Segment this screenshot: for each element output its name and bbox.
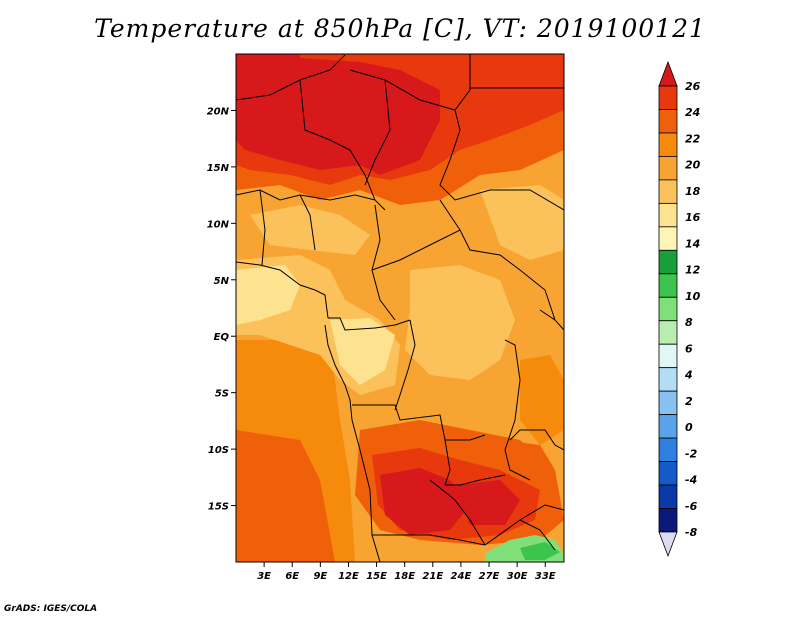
field-ea-orangered bbox=[500, 440, 555, 480]
colorbar-segment bbox=[658, 320, 678, 345]
border-21 bbox=[539, 309, 564, 331]
colorbar-label: 0 bbox=[685, 421, 693, 434]
axes: 3E 6E 9E 12E 15E 18E 21E 24E 27E 30E 33E 20N 15N 10N 5… bbox=[207, 106, 556, 582]
colorbar-segment bbox=[658, 484, 678, 509]
border-19 bbox=[504, 339, 531, 481]
border-14 bbox=[328, 317, 411, 331]
lon-tick-label: 12E bbox=[338, 571, 359, 582]
field-sw-ocean-orangered bbox=[236, 430, 335, 562]
lat-tick-label: 5S bbox=[215, 389, 229, 400]
colorbar-bottom-arrow bbox=[658, 531, 678, 558]
colorbar-label: 14 bbox=[685, 237, 700, 250]
lat-tick-label: 10N bbox=[207, 219, 230, 230]
colorbar-segment bbox=[658, 179, 678, 204]
map-title: Temperature at 850hPa [C], VT: 201910012… bbox=[94, 14, 706, 43]
lon-tick-label: 18E bbox=[394, 571, 415, 582]
colorbar-top-arrow bbox=[658, 60, 678, 87]
border-16 bbox=[352, 404, 486, 441]
lon-tick-label: 27E bbox=[479, 571, 500, 582]
border-3 bbox=[349, 54, 471, 111]
colorbar-segment bbox=[658, 132, 678, 157]
lat-tick-label: EQ bbox=[214, 332, 230, 343]
map-frame bbox=[235, 53, 565, 563]
colorbar-segment bbox=[658, 109, 678, 134]
colorbar-segment bbox=[658, 343, 678, 369]
field-west-yellow bbox=[250, 205, 370, 255]
colorbar-segment bbox=[658, 202, 678, 228]
colorbar-segment bbox=[658, 296, 678, 322]
border-18 bbox=[444, 439, 506, 486]
field-congo-yellow bbox=[405, 265, 515, 380]
colorbar-segment bbox=[658, 414, 678, 439]
field-zambia-darkred bbox=[455, 480, 520, 525]
field-east-orange bbox=[520, 355, 564, 445]
colorbar-label: 18 bbox=[685, 185, 701, 198]
colorbar-segment bbox=[658, 461, 678, 486]
colorbar-segment bbox=[658, 249, 678, 275]
colorbar-label: 8 bbox=[685, 316, 693, 329]
colorbar-segment bbox=[658, 273, 678, 298]
lat-tick-label: 15S bbox=[208, 502, 229, 513]
border-8 bbox=[259, 189, 266, 266]
lon-tick-label: 3E bbox=[257, 571, 271, 582]
border-22 bbox=[429, 479, 486, 546]
field-gabon-paleyellow bbox=[330, 318, 395, 385]
border-23 bbox=[484, 504, 564, 546]
colorbar-label: 20 bbox=[685, 159, 701, 172]
lon-tick-label: 21E bbox=[422, 571, 443, 582]
colorbar-label: -6 bbox=[685, 500, 698, 513]
lon-tick-label: 15E bbox=[366, 571, 387, 582]
credit-label: GrADS: IGES/COLA bbox=[4, 604, 98, 614]
lat-tick-label: 20N bbox=[207, 106, 230, 117]
border-20 bbox=[509, 429, 564, 451]
border-15 bbox=[394, 319, 416, 411]
field-gulf-paleyellow bbox=[236, 265, 300, 325]
border-17 bbox=[372, 534, 486, 546]
lon-tick-label: 30E bbox=[507, 571, 528, 582]
colorbar-label: 24 bbox=[685, 106, 700, 119]
colorbar-segment bbox=[658, 390, 678, 416]
lon-tick-label: 9E bbox=[313, 571, 327, 582]
colorbar-label: 26 bbox=[685, 80, 701, 93]
colorbar-label: 16 bbox=[685, 211, 701, 224]
border-9 bbox=[299, 194, 316, 251]
field-ne-yellow bbox=[480, 185, 564, 260]
temperature-field bbox=[236, 54, 564, 562]
lon-tick-label: 33E bbox=[535, 571, 556, 582]
colorbar-label: 10 bbox=[685, 290, 701, 303]
colorbar-segment bbox=[658, 508, 678, 533]
colorbar-label: 12 bbox=[685, 264, 701, 277]
colorbar-label: 2 bbox=[685, 395, 693, 408]
border-12 bbox=[439, 199, 461, 231]
lat-tick-label: 10S bbox=[208, 445, 229, 456]
colorbar-label: 4 bbox=[684, 369, 693, 382]
field-se-green bbox=[520, 542, 560, 560]
lat-tick-label: 15N bbox=[207, 163, 230, 174]
border-13 bbox=[519, 269, 556, 321]
coast-sw bbox=[351, 419, 381, 562]
colorbar-label: 6 bbox=[685, 342, 693, 355]
colorbar-segment bbox=[658, 156, 678, 181]
border-6 bbox=[439, 109, 564, 211]
lon-tick-label: 24E bbox=[451, 571, 472, 582]
coast-gulf bbox=[236, 261, 329, 319]
border-24 bbox=[519, 519, 556, 551]
colorbar-label: -8 bbox=[685, 526, 698, 539]
colorbar-label: -2 bbox=[685, 447, 698, 460]
colorbar-label: 22 bbox=[685, 132, 701, 145]
border-5 bbox=[364, 79, 391, 186]
colorbar-segment bbox=[658, 85, 678, 110]
colorbar-segment bbox=[658, 367, 678, 392]
colorbar-segment bbox=[658, 226, 678, 251]
colorbar-label: -4 bbox=[685, 474, 697, 487]
colorbar-segment bbox=[658, 437, 678, 462]
lon-tick-label: 6E bbox=[285, 571, 299, 582]
country-borders bbox=[236, 54, 564, 562]
lat-tick-label: 5N bbox=[214, 276, 230, 287]
field-nw-darkred bbox=[236, 54, 300, 125]
coast-west bbox=[324, 324, 353, 421]
